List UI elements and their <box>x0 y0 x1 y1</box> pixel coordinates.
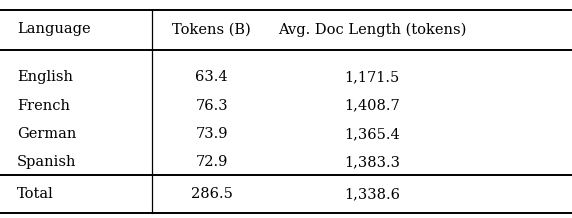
Text: 286.5: 286.5 <box>190 187 233 201</box>
Text: 73.9: 73.9 <box>196 127 228 141</box>
Text: 72.9: 72.9 <box>196 155 228 169</box>
Text: 1,171.5: 1,171.5 <box>344 70 399 84</box>
Text: English: English <box>17 70 73 84</box>
Text: 1,365.4: 1,365.4 <box>344 127 400 141</box>
Text: Spanish: Spanish <box>17 155 77 169</box>
Text: Total: Total <box>17 187 54 201</box>
Text: 1,383.3: 1,383.3 <box>344 155 400 169</box>
Text: Language: Language <box>17 22 91 36</box>
Text: Tokens (B): Tokens (B) <box>172 22 251 36</box>
Text: French: French <box>17 99 70 113</box>
Text: 76.3: 76.3 <box>195 99 228 113</box>
Text: 63.4: 63.4 <box>195 70 228 84</box>
Text: 1,408.7: 1,408.7 <box>344 99 400 113</box>
Text: 1,338.6: 1,338.6 <box>344 187 400 201</box>
Text: German: German <box>17 127 77 141</box>
Text: Avg. Doc Length (tokens): Avg. Doc Length (tokens) <box>277 22 466 37</box>
